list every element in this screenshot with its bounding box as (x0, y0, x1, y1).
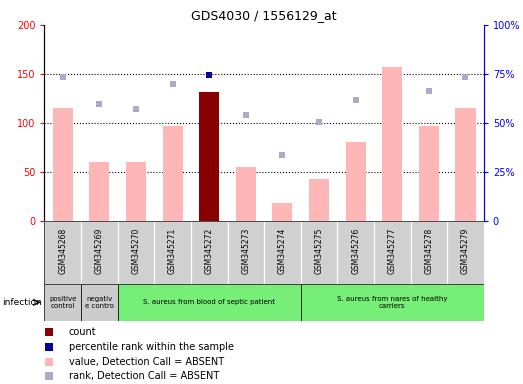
Text: positive
control: positive control (49, 296, 76, 309)
Bar (118, 284, 301, 321)
Bar (456, 108, 475, 221)
Bar (163, 126, 183, 221)
Text: S. aureus from blood of septic patient: S. aureus from blood of septic patient (143, 300, 275, 305)
Bar (374, 221, 411, 284)
Bar (382, 67, 402, 221)
Bar (81, 221, 118, 284)
Bar (154, 221, 191, 284)
Text: GSM345271: GSM345271 (168, 228, 177, 274)
Bar (301, 284, 484, 321)
Text: negativ
e contro: negativ e contro (85, 296, 114, 309)
Bar (44, 221, 81, 284)
Text: GSM345269: GSM345269 (95, 228, 104, 275)
Text: GSM345273: GSM345273 (241, 228, 251, 275)
Bar (264, 221, 301, 284)
Bar (301, 221, 337, 284)
Bar (411, 221, 447, 284)
Text: GSM345278: GSM345278 (424, 228, 434, 274)
Text: GSM345276: GSM345276 (351, 228, 360, 275)
Bar (272, 203, 292, 221)
Bar (236, 167, 256, 221)
Bar (118, 221, 154, 284)
Bar (44, 284, 81, 321)
Text: rank, Detection Call = ABSENT: rank, Detection Call = ABSENT (69, 371, 219, 381)
Bar (89, 162, 109, 221)
Bar (419, 126, 439, 221)
Text: percentile rank within the sample: percentile rank within the sample (69, 342, 234, 352)
Bar (126, 162, 146, 221)
Text: value, Detection Call = ABSENT: value, Detection Call = ABSENT (69, 357, 224, 367)
Text: S. aureus from nares of healthy
carriers: S. aureus from nares of healthy carriers (337, 296, 448, 309)
Bar (337, 221, 374, 284)
Bar (199, 91, 219, 221)
Text: infection: infection (3, 298, 42, 307)
Text: GSM345275: GSM345275 (314, 228, 324, 275)
Text: GSM345268: GSM345268 (58, 228, 67, 274)
Title: GDS4030 / 1556129_at: GDS4030 / 1556129_at (191, 9, 337, 22)
Bar (81, 284, 118, 321)
Bar (199, 91, 219, 221)
Bar (346, 142, 366, 221)
Bar (309, 179, 329, 221)
Text: GSM345270: GSM345270 (131, 228, 141, 275)
Bar (191, 221, 228, 284)
Text: GSM345279: GSM345279 (461, 228, 470, 275)
Text: GSM345274: GSM345274 (278, 228, 287, 275)
Text: count: count (69, 327, 96, 337)
Bar (228, 221, 264, 284)
Bar (53, 108, 73, 221)
Text: GSM345272: GSM345272 (204, 228, 214, 274)
Bar (447, 221, 484, 284)
Text: GSM345277: GSM345277 (388, 228, 397, 275)
